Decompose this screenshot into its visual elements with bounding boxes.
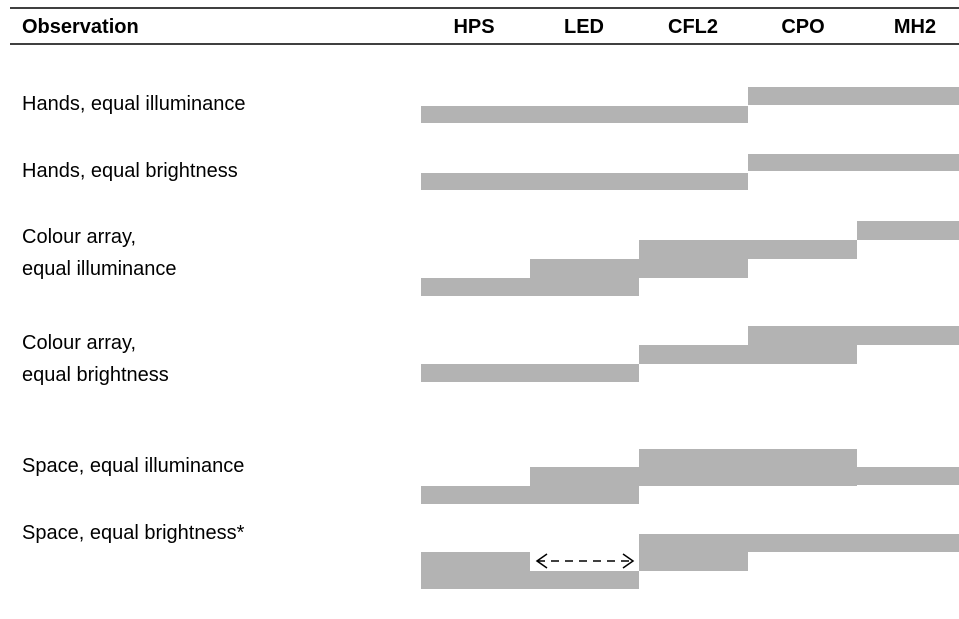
bar — [530, 467, 857, 486]
bar — [421, 486, 639, 504]
bar — [421, 106, 748, 123]
double-arrow — [535, 553, 635, 569]
row-label: Space, equal brightness* — [22, 522, 245, 544]
bar — [857, 467, 959, 485]
row-label: Colour array, equal brightness — [22, 332, 169, 386]
row-label: Space, equal illuminance — [22, 455, 244, 477]
bar — [639, 552, 748, 571]
bar — [421, 571, 639, 589]
row-label: Colour array, equal illuminance — [22, 226, 177, 280]
bar — [421, 552, 530, 571]
column-header: CFL2 — [668, 16, 718, 38]
bar — [748, 326, 959, 345]
bar — [639, 449, 857, 467]
bar — [421, 364, 639, 382]
bar — [639, 345, 857, 364]
column-header: MH2 — [894, 16, 936, 38]
bar — [530, 259, 748, 278]
header-title: Observation — [22, 16, 139, 38]
column-header: CPO — [781, 16, 824, 38]
bar — [639, 240, 857, 259]
group-bars — [421, 87, 959, 589]
bar — [748, 87, 959, 105]
bar — [421, 278, 639, 296]
column-header: LED — [564, 16, 604, 38]
bar — [748, 154, 959, 171]
bar — [857, 221, 959, 240]
bar — [421, 173, 748, 190]
row-label: Hands, equal illuminance — [22, 93, 245, 115]
column-header: HPS — [453, 16, 494, 38]
bar — [639, 534, 959, 552]
row-label: Hands, equal brightness — [22, 160, 238, 182]
